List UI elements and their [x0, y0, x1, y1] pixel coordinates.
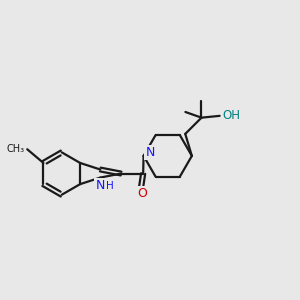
- Text: H: H: [106, 181, 114, 191]
- Text: N: N: [96, 179, 105, 192]
- Text: CH₃: CH₃: [7, 144, 25, 154]
- Text: O: O: [137, 188, 147, 200]
- Text: OH: OH: [222, 109, 240, 122]
- Text: N: N: [146, 146, 155, 159]
